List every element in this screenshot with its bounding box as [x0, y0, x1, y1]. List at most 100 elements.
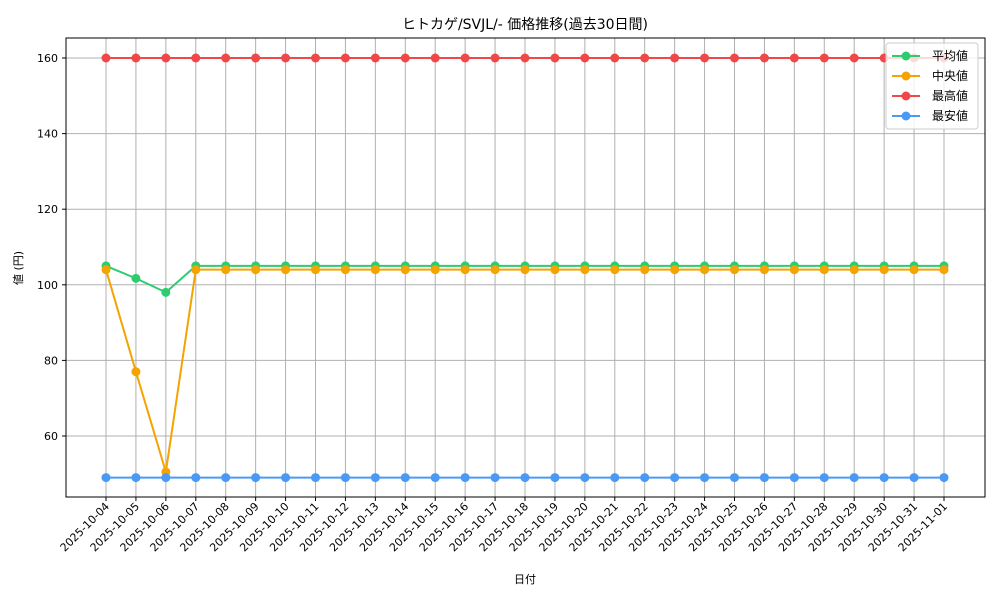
data-point [221, 265, 231, 275]
data-point [819, 53, 829, 63]
chart-title: ヒトカゲ/SVJL/- 価格推移(過去30日間) [402, 17, 648, 33]
data-point [849, 473, 859, 483]
data-point [311, 473, 320, 483]
y-tick-label: 160 [37, 52, 58, 65]
data-point [460, 473, 470, 483]
legend: 平均値 中央値 最高値 最安値 [885, 42, 979, 130]
data-point [460, 265, 470, 275]
data-point [101, 473, 111, 483]
data-point [640, 53, 650, 63]
series-line [101, 53, 949, 63]
data-point [281, 473, 291, 483]
data-point [580, 53, 590, 63]
y-tick-label: 60 [44, 430, 58, 443]
data-point [789, 53, 799, 63]
legend-box [885, 42, 979, 130]
legend-item-average: 平均値 [892, 48, 968, 63]
data-point [730, 265, 739, 275]
data-point [640, 265, 650, 275]
data-point [460, 53, 470, 63]
data-point [550, 265, 560, 275]
data-point [340, 53, 350, 63]
data-point [550, 473, 560, 483]
data-point [819, 473, 829, 483]
legend-item-max: 最高値 [892, 88, 968, 103]
legend-item-min: 最安値 [892, 108, 968, 123]
legend-marker-icon [901, 111, 911, 121]
data-point [131, 473, 141, 483]
series-line [101, 473, 949, 483]
data-point [640, 473, 650, 483]
data-point [730, 53, 739, 63]
x-axis-label: 日付 [514, 573, 536, 586]
data-point [789, 265, 799, 275]
data-point [490, 53, 500, 63]
data-point [700, 473, 710, 483]
data-point [400, 265, 410, 275]
data-point [430, 473, 440, 483]
data-point [520, 473, 530, 483]
data-point [939, 473, 949, 483]
data-point [281, 265, 291, 275]
data-point [520, 265, 530, 275]
data-point [759, 265, 769, 275]
legend-marker-icon [901, 91, 911, 101]
data-point [221, 53, 231, 63]
data-point [730, 473, 739, 483]
svg-text:最安値: 最安値 [932, 108, 968, 123]
data-point [670, 265, 680, 275]
data-point [191, 53, 201, 63]
svg-text:最高値: 最高値 [932, 88, 968, 103]
data-point [131, 53, 141, 63]
data-point [759, 53, 769, 63]
data-point [161, 473, 171, 483]
data-point [520, 53, 530, 63]
data-point [789, 473, 799, 483]
data-point [610, 473, 620, 483]
legend-item-median: 中央値 [892, 68, 968, 83]
data-point [580, 265, 590, 275]
data-point [670, 473, 680, 483]
data-point [610, 265, 620, 275]
data-point [191, 265, 201, 275]
data-point [670, 53, 680, 63]
data-point [700, 265, 710, 275]
data-point [909, 265, 919, 275]
data-point [430, 265, 440, 275]
data-point [251, 473, 261, 483]
data-point [430, 53, 440, 63]
x-axis-ticks: 2025-10-042025-10-052025-10-062025-10-07… [58, 497, 950, 554]
svg-text:中央値: 中央値 [932, 68, 968, 83]
data-point [370, 265, 380, 275]
y-tick-label: 80 [44, 354, 58, 367]
data-point [819, 265, 829, 275]
data-point [161, 53, 171, 63]
data-point [101, 265, 111, 275]
data-point [311, 53, 320, 63]
y-tick-label: 100 [37, 279, 58, 292]
data-point [849, 53, 859, 63]
data-point [879, 265, 889, 275]
data-point [340, 265, 350, 275]
data-point [610, 53, 620, 63]
legend-marker-icon [901, 51, 911, 61]
data-point [251, 265, 261, 275]
data-point [101, 53, 111, 63]
y-tick-label: 120 [37, 203, 58, 216]
data-point [311, 265, 320, 275]
data-point [759, 473, 769, 483]
data-point [939, 265, 949, 275]
data-point [131, 367, 141, 377]
data-point [370, 473, 380, 483]
data-point [490, 265, 500, 275]
series-layer [101, 53, 949, 483]
data-point [400, 473, 410, 483]
data-point [400, 53, 410, 63]
data-point [191, 473, 201, 483]
data-point [849, 265, 859, 275]
data-point [340, 473, 350, 483]
data-point [879, 473, 889, 483]
data-point [700, 53, 710, 63]
data-point [490, 473, 500, 483]
